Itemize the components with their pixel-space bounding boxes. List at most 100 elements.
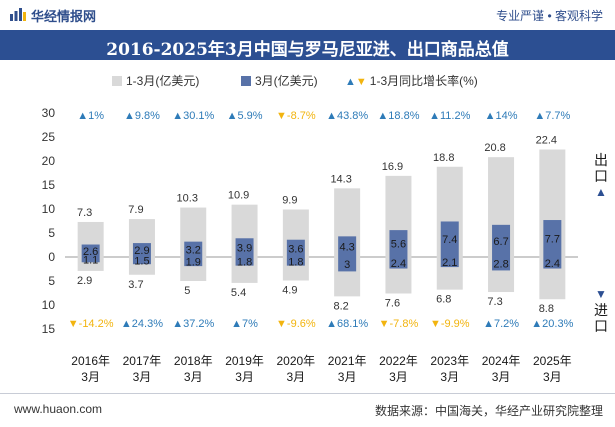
x-category-label-year: 2025年 xyxy=(533,354,572,368)
label-import-monthly: 2.8 xyxy=(493,259,508,271)
growth-export-label: ▲7.7% xyxy=(534,110,570,122)
bar-import-monthly xyxy=(184,257,203,267)
side-import-char-2: 口 xyxy=(594,318,608,334)
label-import-cumulative: 5 xyxy=(184,285,190,297)
bar-export-monthly xyxy=(492,224,511,257)
bar-export-monthly xyxy=(81,244,100,257)
label-import-cumulative: 6.8 xyxy=(436,294,451,306)
side-label-export: 出 口 ▲ xyxy=(593,152,609,200)
label-export-cumulative: 16.9 xyxy=(382,161,403,173)
y-tick-label: 30 xyxy=(42,106,56,120)
growth-import-label: ▼-14.2% xyxy=(68,318,114,330)
y-tick-label: 0 xyxy=(48,250,55,264)
growth-export-label: ▲9.8% xyxy=(124,110,160,122)
legend-growth: ▲▼ 1-3月同比增长率(%) xyxy=(345,72,478,89)
label-import-monthly: 3 xyxy=(344,259,350,271)
growth-export-label: ▲5.9% xyxy=(227,110,263,122)
y-tick-label: 10 xyxy=(42,202,56,216)
x-category-label-month: 3月 xyxy=(440,370,459,384)
y-tick-label: 15 xyxy=(42,322,56,336)
label-export-monthly: 5.6 xyxy=(391,239,406,251)
x-category-label-month: 3月 xyxy=(184,370,203,384)
growth-export-label: ▲43.8% xyxy=(326,110,368,122)
footer-divider xyxy=(0,393,615,394)
side-label-import: ▼ 进 口 xyxy=(593,286,609,334)
y-tick-label: 25 xyxy=(42,130,56,144)
x-category-label-year: 2018年 xyxy=(174,354,213,368)
x-category-label-month: 3月 xyxy=(133,370,152,384)
growth-import-label: ▲37.2% xyxy=(172,318,214,330)
footer: www.huaon.com 数据来源：中国海关，华经产业研究院整理 xyxy=(0,394,615,427)
bar-export-monthly xyxy=(389,230,408,257)
legend-cumulative-label: 1-3月(亿美元) xyxy=(126,74,200,88)
label-import-monthly: 1.8 xyxy=(237,256,252,268)
growth-import-label: ▲24.3% xyxy=(121,318,163,330)
x-category-label-month: 3月 xyxy=(543,370,562,384)
website-link[interactable]: www.huaon.com xyxy=(14,402,103,416)
label-export-cumulative: 7.3 xyxy=(77,207,92,219)
label-export-cumulative: 10.3 xyxy=(177,193,198,205)
brand-name: 华经情报网 xyxy=(31,9,97,24)
side-export-char-1: 出 xyxy=(594,152,608,168)
x-category-label-month: 3月 xyxy=(235,370,254,384)
bar-import-monthly xyxy=(440,257,459,268)
label-export-monthly: 3.2 xyxy=(186,244,201,256)
bar-export-monthly xyxy=(338,236,357,257)
growth-export-label: ▲11.2% xyxy=(429,110,470,122)
arrow-down-icon: ▼ xyxy=(595,287,607,301)
label-export-cumulative: 18.8 xyxy=(433,152,454,164)
x-category-label-year: 2020年 xyxy=(276,354,315,368)
label-import-monthly: 1.5 xyxy=(134,256,149,268)
label-export-monthly: 7.7 xyxy=(545,234,560,246)
legend: 1-3月(亿美元) 3月(亿美元) ▲▼ 1-3月同比增长率(%) xyxy=(0,72,615,90)
x-category-label-month: 3月 xyxy=(287,370,306,384)
bar-import-monthly xyxy=(81,257,100,263)
bar-import-monthly xyxy=(389,257,408,269)
label-export-monthly: 7.4 xyxy=(442,234,457,246)
label-export-monthly: 2.6 xyxy=(83,246,98,258)
bar-export-monthly xyxy=(440,221,459,257)
y-tick-label: 20 xyxy=(42,154,56,168)
bar-export-monthly xyxy=(184,241,203,257)
label-export-monthly: 2.9 xyxy=(134,245,149,257)
label-export-cumulative: 22.4 xyxy=(536,134,557,146)
label-import-monthly: 1.8 xyxy=(288,256,303,268)
logo-icon xyxy=(10,8,26,21)
bar-import-monthly xyxy=(338,257,357,272)
arrow-up-icon: ▲ xyxy=(595,185,607,199)
label-export-cumulative: 14.3 xyxy=(330,173,351,185)
label-export-monthly: 3.9 xyxy=(237,243,252,255)
label-import-monthly: 2.4 xyxy=(545,258,560,270)
growth-import-label: ▲7% xyxy=(231,318,258,330)
legend-monthly: 3月(亿美元) xyxy=(241,72,318,89)
data-source: 数据来源：中国海关，华经产业研究院整理 xyxy=(374,404,603,418)
label-export-monthly: 6.7 xyxy=(493,236,508,248)
triangle-down-icon: ▼ xyxy=(355,76,367,88)
growth-import-label: ▲20.3% xyxy=(531,318,573,330)
top-bar: 华经情报网 专业严谨 • 客观科学 xyxy=(0,0,615,28)
label-import-cumulative: 8.2 xyxy=(334,300,349,312)
growth-import-label: ▼-9.9% xyxy=(430,318,470,330)
y-tick-label: 5 xyxy=(48,226,55,240)
growth-export-label: ▲14% xyxy=(485,110,518,122)
label-export-cumulative: 20.8 xyxy=(484,142,505,154)
tagline: 专业严谨 • 客观科学 xyxy=(496,9,603,23)
legend-monthly-label: 3月(亿美元) xyxy=(255,74,318,88)
label-export-cumulative: 9.9 xyxy=(282,194,297,206)
x-category-label-month: 3月 xyxy=(389,370,408,384)
bar-import-monthly xyxy=(492,257,511,271)
label-import-monthly: 2.1 xyxy=(442,257,457,269)
chart-title: 2016-2025年3月中国与罗马尼亚进、出口商品总值 xyxy=(106,40,509,60)
bar-import-monthly xyxy=(543,257,562,269)
label-import-monthly: 1.1 xyxy=(83,255,98,267)
label-import-cumulative: 8.8 xyxy=(539,303,554,315)
y-tick-label: 15 xyxy=(42,178,56,192)
growth-import-label: ▼-9.6% xyxy=(276,318,316,330)
growth-import-label: ▲68.1% xyxy=(326,318,368,330)
chart-area: 30 25 20 15 10 5 0 5 10 15 7.3 2.61.1 2.9 ▲1% ▼-14.2% 2… xyxy=(42,106,578,384)
side-export-char-2: 口 xyxy=(594,168,608,184)
y-tick-label: 10 xyxy=(42,298,56,312)
x-category-label-year: 2024年 xyxy=(482,354,521,368)
title-bar: 2016-2025年3月中国与罗马尼亚进、出口商品总值 xyxy=(0,30,615,60)
x-category-label-month: 3月 xyxy=(338,370,357,384)
